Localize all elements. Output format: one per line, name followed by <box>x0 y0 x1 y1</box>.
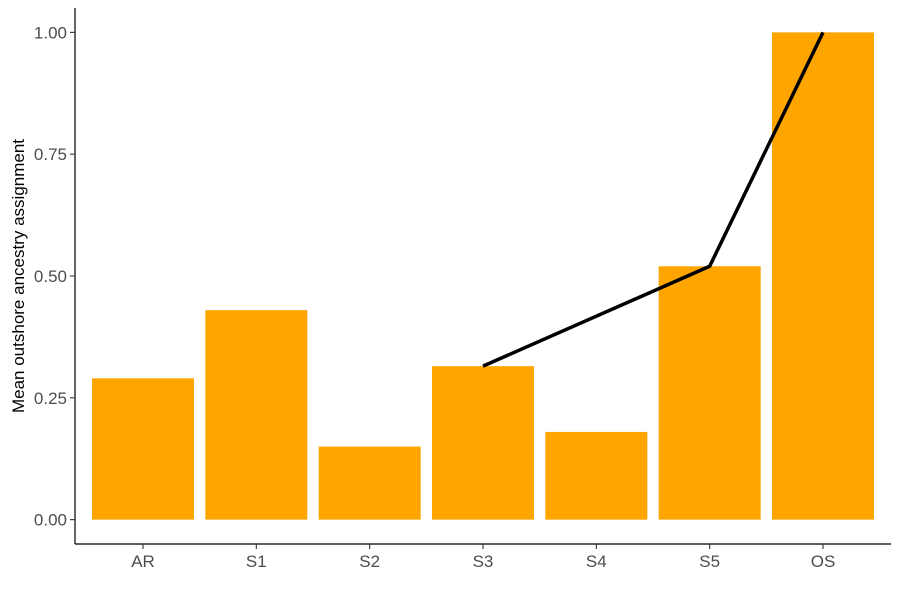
y-axis-ticks: 0.00 0.25 0.50 0.75 1.00 <box>34 23 75 530</box>
bar-s1 <box>205 310 308 520</box>
y-tick-label: 0.50 <box>34 267 67 286</box>
x-tick-label-s3: S3 <box>473 552 494 571</box>
bar-s5 <box>658 266 761 520</box>
x-tick-label-s2: S2 <box>359 552 380 571</box>
trend-line-layer <box>482 31 825 368</box>
bar-s2 <box>318 446 421 520</box>
y-tick-label: 0.75 <box>34 145 67 164</box>
y-tick-label: 1.00 <box>34 23 67 42</box>
trend-line <box>482 31 825 368</box>
x-tick-label-os: OS <box>811 552 836 571</box>
bar-s3 <box>432 366 534 520</box>
y-tick-label: 0.00 <box>34 511 67 530</box>
x-axis-ticks: AR S1 S2 S3 S4 S5 OS <box>131 544 835 571</box>
x-tick-label-s1: S1 <box>246 552 267 571</box>
x-tick-label-s4: S4 <box>586 552 607 571</box>
bars-layer <box>92 32 874 520</box>
bar-ar <box>92 378 194 520</box>
y-axis-title: Mean outshore ancestry assignment <box>9 139 28 413</box>
x-tick-label-ar: AR <box>131 552 155 571</box>
x-tick-label-s5: S5 <box>699 552 720 571</box>
bar-os <box>772 32 874 520</box>
bar-s4 <box>545 431 648 520</box>
y-tick-label: 0.25 <box>34 389 67 408</box>
